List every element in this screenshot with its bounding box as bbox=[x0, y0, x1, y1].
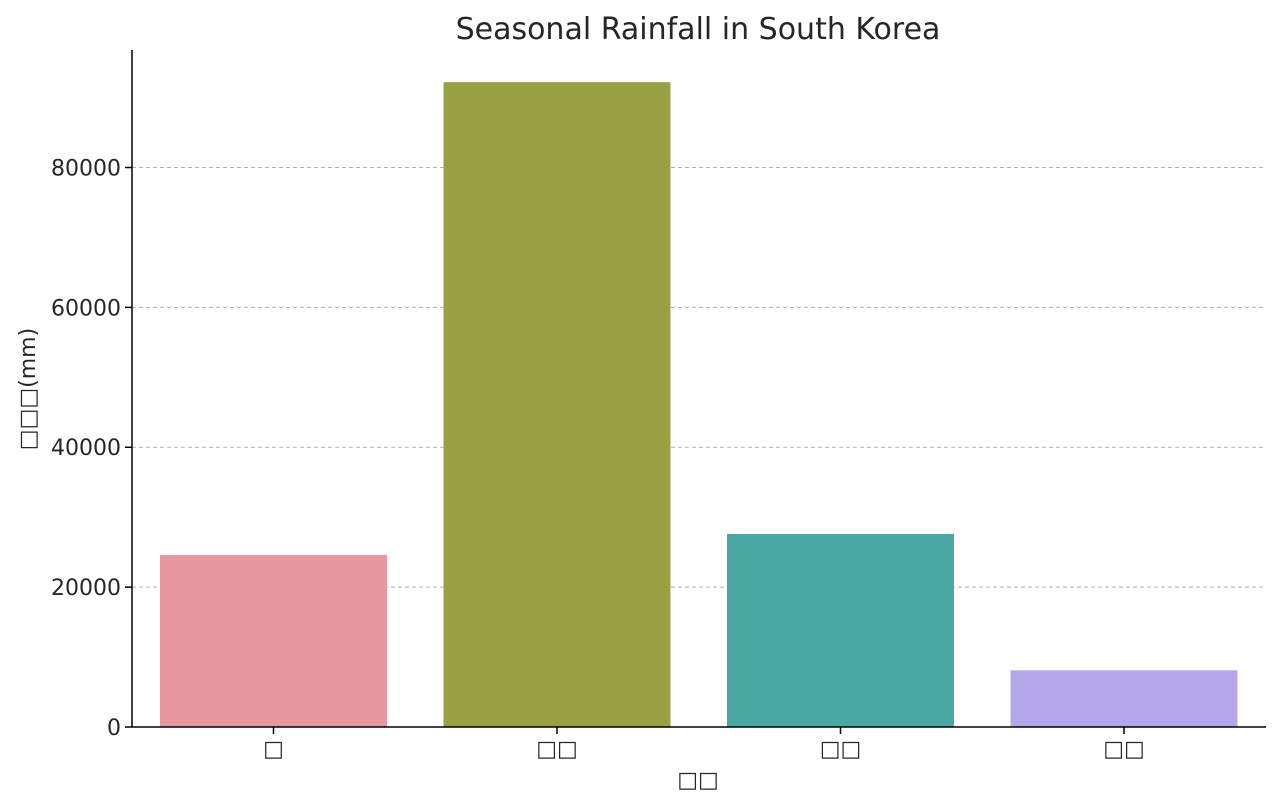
y-tick-label: 80000 bbox=[51, 156, 121, 181]
chart-title: Seasonal Rainfall in South Korea bbox=[456, 12, 941, 47]
x-tick-label: □□ bbox=[536, 737, 578, 762]
gridlines bbox=[132, 166, 1266, 588]
y-tick-label: 40000 bbox=[51, 436, 121, 461]
bar bbox=[1010, 670, 1238, 727]
x-tick-label: □□ bbox=[820, 737, 862, 762]
y-axis-label: □□□(mm) bbox=[16, 328, 41, 450]
bar bbox=[727, 533, 954, 727]
x-tick-label: □ bbox=[263, 737, 284, 762]
x-tick-label: □□ bbox=[1103, 737, 1145, 762]
x-axis-label: □□ bbox=[677, 768, 719, 793]
y-tick-label: 0 bbox=[107, 716, 121, 741]
bar bbox=[443, 82, 671, 727]
y-tick-label: 20000 bbox=[51, 576, 121, 601]
bar bbox=[160, 554, 387, 727]
bars bbox=[160, 82, 1238, 727]
x-axis-ticks: □ □□ □□ □□ bbox=[263, 727, 1145, 762]
y-axis-ticks: 0 20000 40000 60000 80000 bbox=[51, 156, 132, 741]
y-tick-label: 60000 bbox=[51, 296, 121, 321]
